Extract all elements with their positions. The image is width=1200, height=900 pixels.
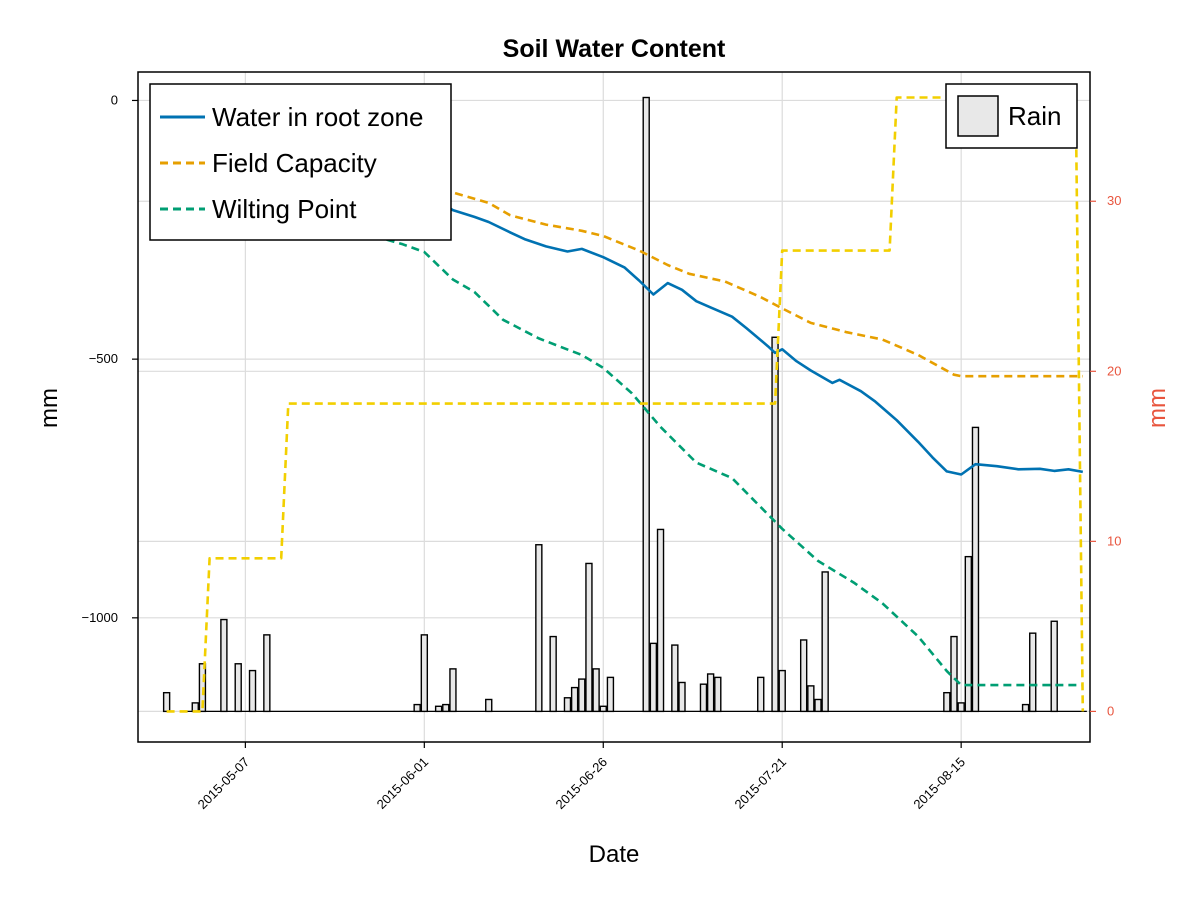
series-line-field-capacity [430,181,1083,378]
rain-bar [585,562,593,713]
legend-right: Rain [945,83,1078,149]
legend-field-capacity-label: Field Capacity [212,148,377,178]
rain-bar [1050,620,1058,713]
rain-bar [434,705,443,713]
rain-bar [606,676,615,713]
series-lines [166,96,1085,713]
y-right-tick-label: 20 [1107,363,1121,378]
rain-bar [1021,703,1030,713]
rain-bar [771,336,779,713]
series-line-wilting-point [373,234,1083,687]
rain-bar [263,634,271,713]
legend-rain-swatch [957,95,999,137]
rain-bar [656,528,665,713]
rain-bar [714,676,722,713]
rain-bar [449,668,457,713]
rain-bar [220,618,228,713]
legend-left: Water in root zone Field Capacity Wiltin… [149,83,452,241]
rain-bar [943,691,951,713]
y-right-tick-label: 10 [1107,533,1121,548]
rain-bar [234,663,242,713]
rain-bar [699,683,708,713]
y-right-tick-label: 0 [1107,703,1114,718]
rain-bar [971,426,980,713]
series-line-water-in-root-zone [416,191,1084,476]
legend-water-label: Water in root zone [212,102,423,132]
rain-bar [950,635,958,713]
rain-bar [592,668,600,713]
rain-bar [420,634,429,713]
rain-bar [563,697,572,713]
chart-title: Soil Water Content [503,35,726,63]
rain-bar [799,639,808,713]
rain-bar [807,685,815,713]
legend-rain-label: Rain [1008,101,1061,131]
rain-bar [957,702,965,713]
rain-bar [162,691,171,713]
rain-bar [248,669,257,713]
rain-bar [778,669,786,713]
rain-bar [535,544,543,713]
rain-bar [413,703,421,713]
y-right-tick-label: 30 [1107,193,1121,208]
rain-bars [162,96,1087,713]
rain-bar [821,571,829,713]
rain-bar [706,673,715,713]
y-left-tick-label: −500 [89,351,118,366]
y-axis-right-label: mm [1144,388,1171,428]
series-line-step [166,96,1085,713]
rain-bar [671,644,679,713]
rain-bar [442,703,450,713]
rain-bar [757,676,765,713]
rain-bar [578,678,586,713]
rain-bar [549,635,557,713]
x-axis-label: Date [589,841,640,868]
rain-bar [485,698,493,713]
rain-bar [678,681,686,713]
y-left-tick-label: 0 [111,92,118,107]
y-left-tick-label: −1000 [81,610,118,625]
rain-bar [570,686,579,713]
rain-bar [1029,632,1037,713]
rain-bar [649,642,658,713]
rain-bar [964,555,973,713]
rain-bar [814,698,822,713]
legend-wilting-point-label: Wilting Point [212,194,357,224]
rain-bar [599,705,607,713]
plot-frame [137,71,1091,743]
y-axis-left-label: mm [36,388,63,428]
